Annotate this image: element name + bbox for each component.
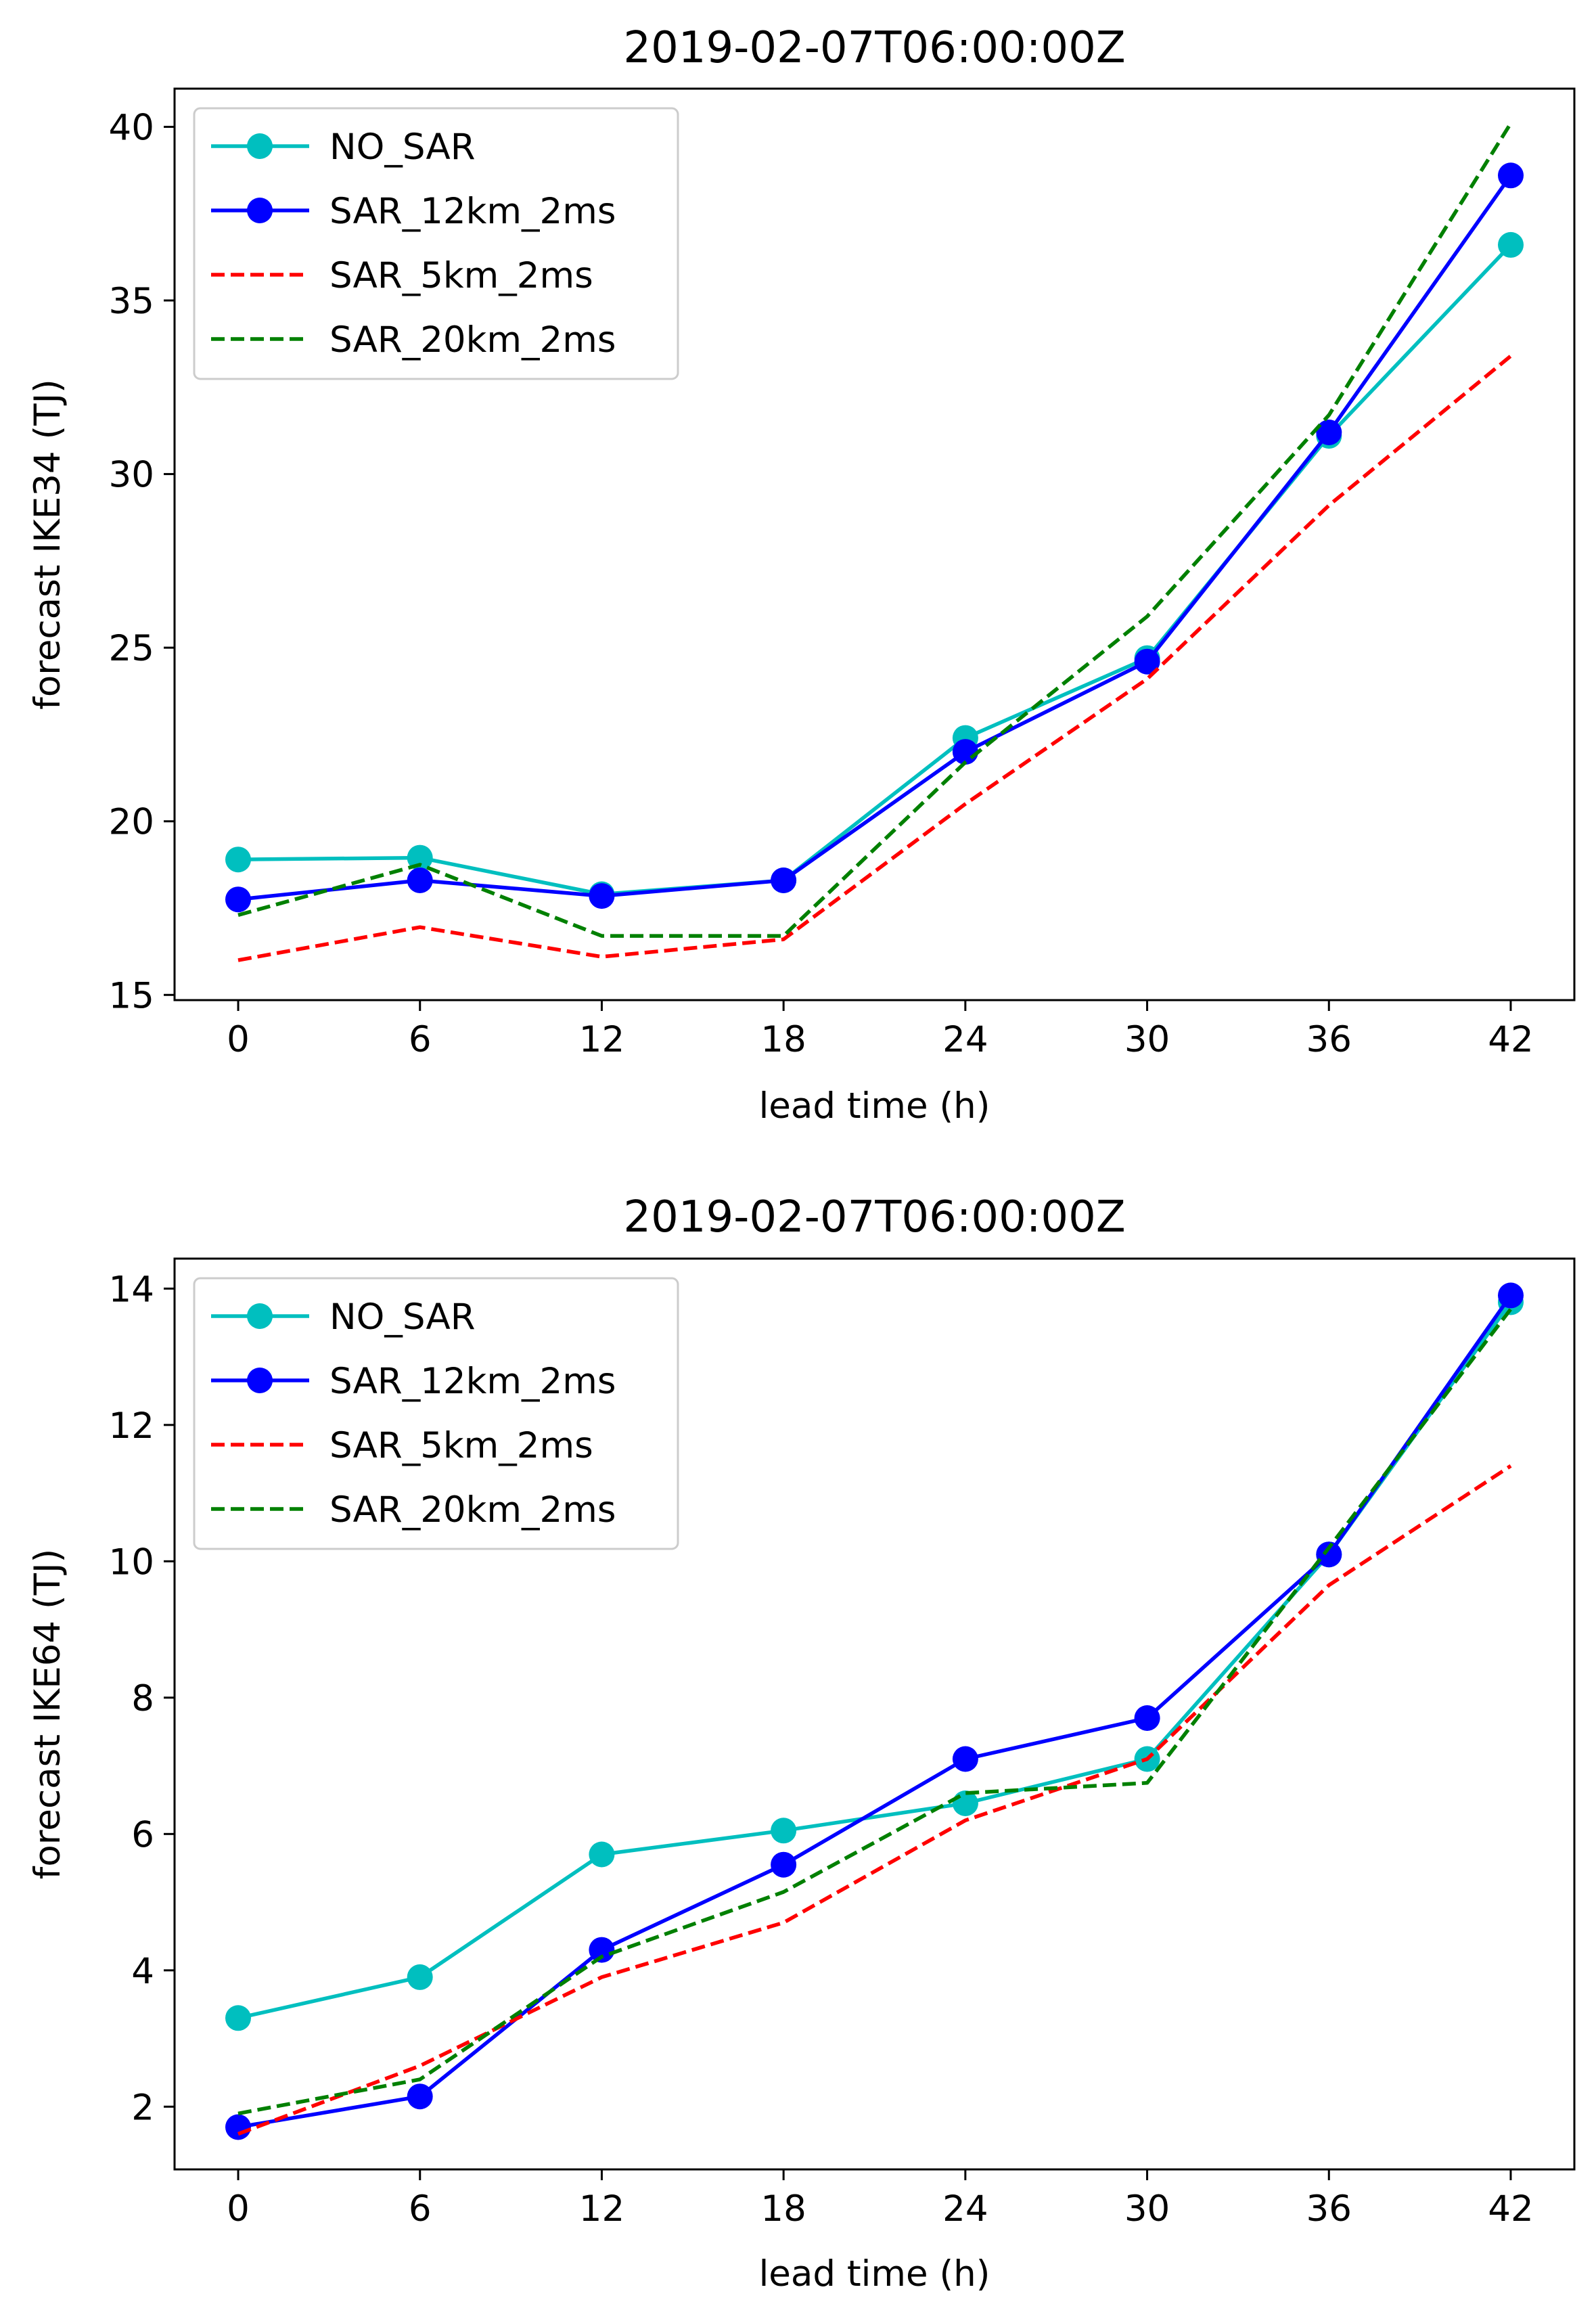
x-tick-label: 24: [942, 1019, 988, 1060]
y-tick-label: 12: [109, 1405, 154, 1447]
legend-label: SAR_20km_2ms: [329, 1489, 616, 1531]
y-tick-label: 4: [131, 1951, 154, 1992]
data-point-no-sar: [771, 1818, 797, 1844]
data-point-sar-12km-2ms: [1316, 420, 1342, 445]
legend-marker: [247, 133, 273, 159]
y-tick-label: 20: [109, 802, 154, 843]
y-tick-label: 10: [109, 1541, 154, 1583]
legend-box: [193, 107, 679, 380]
series-line-sar-20km-2ms: [237, 1307, 1513, 2116]
x-tick-label: 12: [579, 2188, 624, 2230]
y-tick-label: 14: [109, 1269, 154, 1310]
legend-label: SAR_5km_2ms: [329, 1425, 593, 1466]
data-point-sar-12km-2ms: [1316, 1541, 1342, 1568]
legend-label: SAR_12km_2ms: [329, 1361, 616, 1402]
legend-box: [193, 1277, 679, 1550]
data-point-sar-12km-2ms: [225, 2114, 251, 2140]
x-tick-label: 18: [760, 1019, 806, 1060]
data-point-sar-12km-2ms: [589, 1937, 615, 1963]
series-line-sar-5km-2ms: [237, 354, 1512, 962]
series-line-sar-12km-2ms: [237, 174, 1513, 901]
x-tick-label: 24: [942, 2188, 988, 2230]
y-tick-label: 6: [131, 1814, 154, 1855]
data-point-sar-12km-2ms: [771, 867, 797, 893]
x-tick-label: 0: [227, 1019, 250, 1060]
legend-label: NO_SAR: [329, 1296, 476, 1338]
x-axis-label: lead time (h): [759, 2253, 990, 2295]
x-axis-label: lead time (h): [759, 1085, 990, 1127]
data-point-sar-12km-2ms: [952, 1746, 978, 1772]
data-point-no-sar: [225, 2005, 251, 2031]
data-point-sar-12km-2ms: [407, 2083, 433, 2110]
x-tick-label: 0: [227, 2188, 250, 2230]
legend-label: NO_SAR: [329, 127, 476, 168]
y-tick-label: 2: [131, 2087, 154, 2128]
data-point-sar-12km-2ms: [1498, 1282, 1524, 1309]
x-tick-label: 42: [1488, 2188, 1533, 2230]
y-tick-label: 40: [109, 107, 154, 148]
chart-2: 0 6 12 18 24 30 36 4224681012142019-02-07T06:00…: [27, 1192, 1576, 2295]
series-line-sar-20km-2ms: [237, 122, 1513, 938]
x-tick-label: 36: [1306, 2188, 1352, 2230]
axes-frame: [173, 87, 1576, 1001]
y-tick-label: 30: [109, 455, 154, 496]
x-tick-label: 12: [579, 1019, 624, 1060]
series-line-sar-12km-2ms: [237, 1294, 1513, 2129]
data-point-no-sar: [407, 1964, 433, 1990]
legend-label: SAR_12km_2ms: [329, 191, 616, 232]
data-point-sar-12km-2ms: [1498, 162, 1524, 189]
data-point-sar-12km-2ms: [225, 886, 251, 913]
data-point-no-sar: [589, 1841, 615, 1868]
x-tick-label: 6: [409, 1019, 432, 1060]
plot-area: [225, 1282, 1524, 2140]
y-tick-label: 25: [109, 628, 154, 669]
data-point-sar-12km-2ms: [1134, 1705, 1160, 1731]
chart-title: 2019-02-07T06:00:00Z: [623, 23, 1125, 73]
data-point-no-sar: [1498, 231, 1524, 258]
legend: NO_SAR SAR_12km_2ms SAR_5km_2ms SAR_20km_2m…: [193, 107, 679, 380]
series-line-no-sar: [237, 1301, 1513, 2020]
data-point-sar-12km-2ms: [771, 1851, 797, 1878]
y-tick-label: 8: [131, 1678, 154, 1719]
x-tick-label: 30: [1124, 1019, 1170, 1060]
data-point-sar-12km-2ms: [407, 867, 433, 893]
legend-label: SAR_5km_2ms: [329, 255, 593, 296]
y-axis-label: forecast IKE34 (TJ): [27, 379, 68, 710]
y-axis-label: forecast IKE64 (TJ): [27, 1549, 68, 1880]
chart-title: 2019-02-07T06:00:00Z: [623, 1192, 1125, 1242]
legend-label: SAR_20km_2ms: [329, 319, 616, 361]
legend-marker: [247, 198, 273, 223]
series-line-sar-5km-2ms: [237, 1464, 1512, 2136]
legend-marker: [247, 1368, 273, 1393]
y-tick-label: 35: [109, 281, 154, 322]
legend: NO_SAR SAR_12km_2ms SAR_5km_2ms SAR_20km_2m…: [193, 1277, 679, 1550]
data-point-sar-12km-2ms: [589, 883, 615, 909]
chart-1: 0 6 12 18 24 30 36 42 15 20 25 30 35 40 2019-02-07T06:…: [27, 23, 1576, 1127]
x-tick-label: 36: [1306, 1019, 1352, 1060]
plot-area: [225, 122, 1524, 962]
axes-frame: [173, 1257, 1576, 2171]
data-point-sar-12km-2ms: [1134, 648, 1160, 675]
data-point-no-sar: [225, 847, 251, 873]
x-tick-label: 18: [760, 2188, 806, 2230]
data-point-no-sar: [407, 844, 433, 871]
x-tick-label: 6: [409, 2188, 432, 2230]
legend-marker: [247, 1303, 273, 1329]
x-tick-label: 30: [1124, 2188, 1170, 2230]
x-tick-label: 42: [1488, 1019, 1533, 1060]
y-tick-label: 15: [109, 975, 154, 1016]
